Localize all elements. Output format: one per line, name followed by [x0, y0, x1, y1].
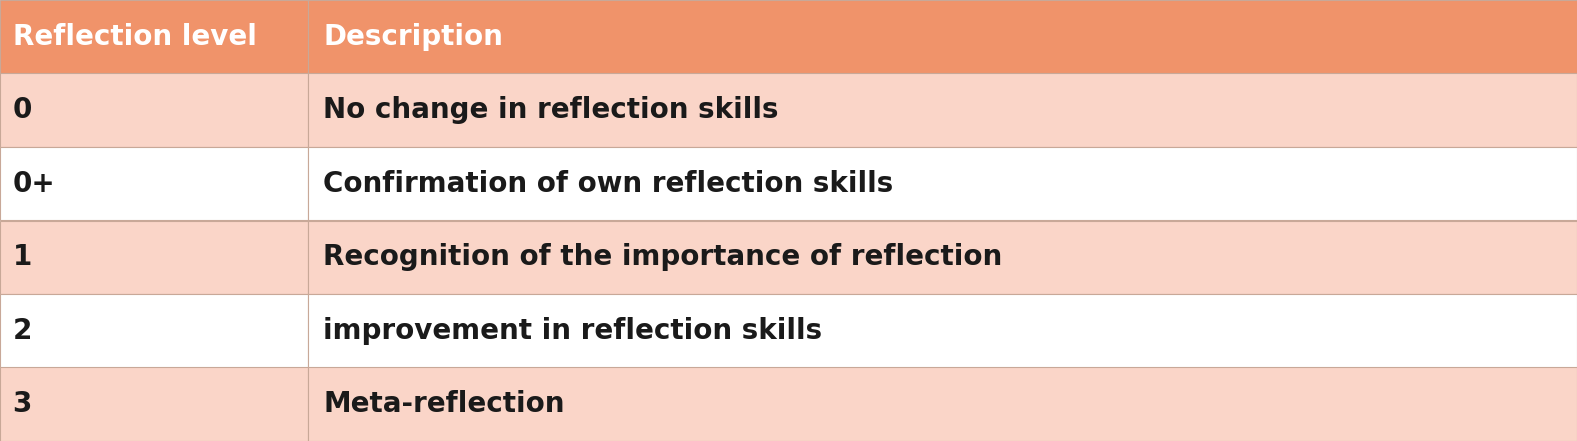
- Bar: [0, 294, 308, 367]
- Bar: [308, 367, 1577, 441]
- Text: 1: 1: [13, 243, 32, 271]
- Text: 2: 2: [13, 317, 32, 345]
- Text: 3: 3: [13, 390, 32, 418]
- Bar: [308, 294, 1577, 367]
- Text: Meta-reflection: Meta-reflection: [323, 390, 565, 418]
- Bar: [0, 147, 308, 220]
- Bar: [308, 147, 1577, 220]
- Bar: [0, 220, 308, 294]
- Bar: [308, 74, 1577, 147]
- Text: Recognition of the importance of reflection: Recognition of the importance of reflect…: [323, 243, 1003, 271]
- Text: Description: Description: [323, 23, 503, 51]
- Text: improvement in reflection skills: improvement in reflection skills: [323, 317, 823, 345]
- Bar: [308, 0, 1577, 74]
- Text: 0+: 0+: [13, 170, 55, 198]
- Text: No change in reflection skills: No change in reflection skills: [323, 96, 779, 124]
- Bar: [0, 367, 308, 441]
- Text: Confirmation of own reflection skills: Confirmation of own reflection skills: [323, 170, 894, 198]
- Bar: [0, 0, 308, 74]
- Bar: [308, 220, 1577, 294]
- Text: 0: 0: [13, 96, 32, 124]
- Text: Reflection level: Reflection level: [13, 23, 257, 51]
- Bar: [0, 74, 308, 147]
